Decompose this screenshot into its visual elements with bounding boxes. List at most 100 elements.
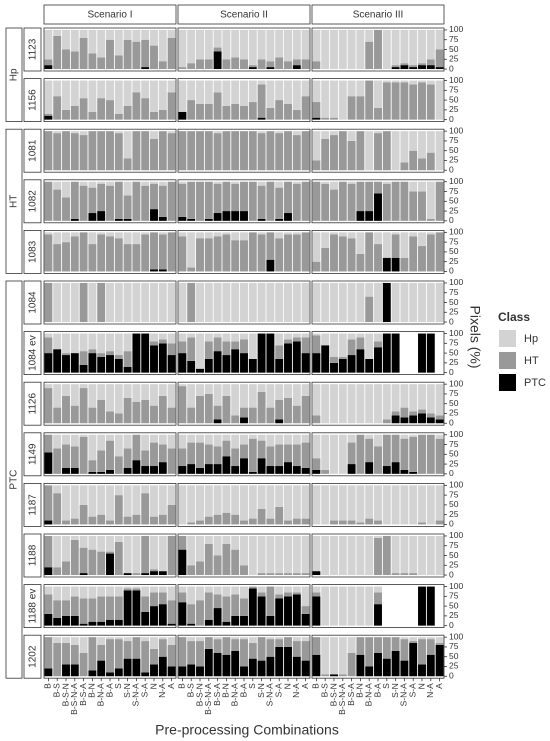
bar-segment	[347, 131, 356, 141]
bar-segment	[330, 434, 338, 474]
bar-segment	[400, 485, 409, 525]
bar-segment	[222, 456, 231, 474]
bar-segment	[70, 80, 79, 106]
bar-segment	[187, 464, 196, 474]
y-tick-label: 100	[449, 176, 463, 186]
y-tick-label: 25	[449, 610, 459, 620]
y-tick-label: 75	[449, 641, 459, 651]
bar-segment	[330, 586, 338, 626]
bar-segment	[284, 234, 292, 272]
bar-segment	[248, 181, 257, 221]
bar-segment	[365, 296, 374, 323]
y-tick-label: 50	[449, 94, 459, 104]
bar-segment	[266, 67, 275, 70]
bar-segment	[312, 654, 321, 677]
bar-segment	[426, 413, 435, 418]
bar-segment	[284, 29, 292, 62]
bar-segment	[123, 397, 132, 424]
bar-segment	[382, 485, 391, 525]
bar-segment	[248, 29, 257, 66]
bar-segment	[409, 415, 418, 424]
bar-segment	[53, 282, 62, 323]
bar-segment	[97, 131, 106, 171]
bar-segment	[257, 29, 266, 60]
bar-segment	[132, 658, 141, 677]
bar-segment	[44, 567, 53, 576]
bar-segment	[338, 181, 347, 221]
bar-segment	[123, 232, 132, 245]
bar-segment	[178, 602, 187, 626]
bar-segment	[132, 181, 141, 221]
bar-segment	[391, 333, 400, 373]
bar-segment	[150, 384, 158, 406]
bar-segment	[114, 355, 123, 359]
bar-segment	[409, 150, 418, 171]
bar-segment	[178, 282, 187, 323]
bar-segment	[312, 571, 321, 576]
bar-segment	[44, 613, 53, 626]
x-tick-label: B-N	[87, 683, 97, 698]
bar-segment	[409, 411, 418, 416]
bar-segment	[347, 238, 356, 272]
bar-segment	[187, 333, 196, 338]
bar-segment	[79, 232, 88, 272]
bar-segment	[248, 65, 257, 68]
bar-segment	[231, 549, 240, 576]
bar-segment	[114, 333, 123, 356]
bar-segment	[123, 282, 132, 323]
bar-segment	[275, 639, 284, 647]
bar-segment	[365, 41, 374, 70]
bar-segment	[222, 621, 231, 626]
bar-segment	[106, 282, 114, 323]
bar-segment	[97, 353, 106, 358]
y-tick-label: 75	[449, 338, 459, 348]
bar-segment	[62, 434, 70, 445]
bar-segment	[132, 485, 141, 515]
bar-segment	[312, 335, 321, 354]
bar-segment	[321, 485, 330, 525]
bar-segment	[97, 384, 106, 400]
bar-segment	[204, 592, 213, 620]
bar-segment	[62, 131, 70, 171]
bar-segment	[240, 434, 248, 445]
bar-segment	[382, 658, 391, 677]
bar-segment	[97, 660, 106, 677]
bar-segment	[62, 282, 70, 323]
x-tick-label: B-S-N-A	[337, 683, 347, 715]
bar-segment	[426, 84, 435, 120]
bar-segment	[231, 211, 240, 221]
bar-segment	[123, 29, 132, 40]
bar-segment	[204, 358, 213, 373]
bar-segment	[382, 384, 391, 420]
bar-segment	[196, 434, 204, 443]
bar-segment	[62, 643, 70, 665]
bar-segment	[132, 131, 141, 171]
bar-segment	[231, 639, 240, 651]
bar-segment	[150, 269, 158, 272]
bar-segment	[374, 232, 382, 245]
bar-segment	[97, 333, 106, 354]
bar-segment	[312, 485, 321, 525]
bar-segment	[106, 639, 114, 673]
bar-segment	[301, 333, 310, 338]
bar-segment	[106, 384, 114, 412]
bar-segment	[301, 384, 310, 396]
x-tick-label: B-S-A	[346, 683, 356, 706]
bar-segment	[178, 666, 187, 677]
legend-swatch	[499, 352, 516, 369]
bar-segment	[312, 469, 321, 474]
bar-segment	[240, 59, 248, 70]
bar-segment	[338, 434, 347, 474]
bar-segment	[275, 444, 284, 467]
bar-segment	[178, 466, 187, 474]
bar-segment	[292, 592, 301, 595]
bar-segment	[248, 535, 257, 576]
bar-segment	[44, 434, 53, 453]
bar-segment	[187, 637, 196, 642]
bar-segment	[70, 596, 79, 616]
bar-segment	[356, 131, 365, 171]
bar-segment	[178, 384, 187, 387]
x-tick-label: N	[148, 683, 158, 689]
bar-segment	[240, 666, 248, 677]
bar-segment	[240, 637, 248, 640]
